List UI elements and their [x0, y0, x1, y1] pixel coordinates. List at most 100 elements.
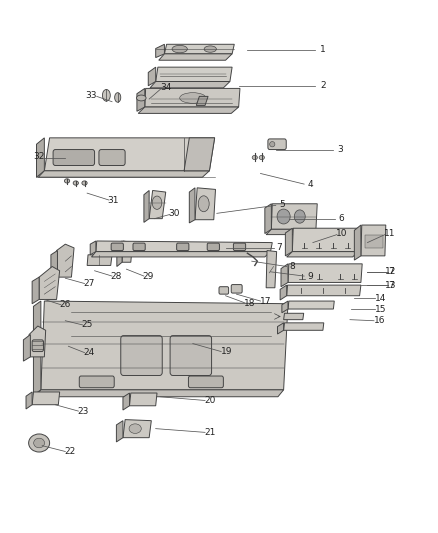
Text: 7: 7 — [388, 280, 394, 289]
Polygon shape — [287, 285, 361, 296]
Text: 14: 14 — [375, 294, 386, 303]
Text: 20: 20 — [205, 396, 216, 405]
Polygon shape — [123, 419, 151, 438]
FancyBboxPatch shape — [177, 243, 189, 251]
Polygon shape — [361, 225, 386, 256]
Text: 5: 5 — [279, 200, 285, 209]
Polygon shape — [51, 251, 57, 281]
Polygon shape — [282, 301, 288, 313]
Polygon shape — [266, 251, 277, 288]
Ellipse shape — [129, 424, 141, 433]
Polygon shape — [284, 323, 324, 330]
Text: 27: 27 — [83, 279, 95, 288]
Polygon shape — [286, 228, 292, 256]
Ellipse shape — [102, 90, 110, 101]
FancyBboxPatch shape — [219, 287, 229, 294]
Ellipse shape — [252, 156, 258, 160]
Polygon shape — [288, 301, 334, 309]
Polygon shape — [280, 285, 287, 300]
Ellipse shape — [60, 313, 70, 321]
Polygon shape — [148, 67, 155, 86]
Ellipse shape — [115, 93, 121, 102]
Text: 29: 29 — [143, 272, 154, 281]
Polygon shape — [122, 241, 133, 262]
Polygon shape — [150, 82, 230, 88]
Text: 22: 22 — [64, 447, 75, 456]
Polygon shape — [288, 264, 362, 282]
FancyBboxPatch shape — [231, 285, 242, 293]
Ellipse shape — [204, 46, 216, 52]
Text: 15: 15 — [375, 304, 386, 313]
Ellipse shape — [122, 246, 129, 255]
Text: 32: 32 — [33, 152, 45, 161]
FancyBboxPatch shape — [32, 340, 43, 352]
FancyBboxPatch shape — [53, 150, 95, 165]
Polygon shape — [35, 390, 284, 397]
FancyBboxPatch shape — [233, 243, 246, 251]
Ellipse shape — [152, 196, 162, 209]
FancyBboxPatch shape — [188, 376, 223, 387]
Text: 12: 12 — [385, 268, 397, 276]
Text: 28: 28 — [111, 272, 122, 280]
Ellipse shape — [64, 179, 70, 183]
Text: 34: 34 — [160, 83, 171, 92]
Text: 8: 8 — [290, 262, 295, 271]
Polygon shape — [189, 188, 195, 223]
Ellipse shape — [294, 210, 305, 223]
Polygon shape — [292, 228, 361, 252]
Text: 6: 6 — [339, 214, 344, 223]
Text: 18: 18 — [244, 298, 255, 308]
Polygon shape — [278, 323, 284, 334]
Ellipse shape — [82, 181, 87, 185]
Polygon shape — [117, 421, 123, 442]
Polygon shape — [155, 67, 232, 82]
Ellipse shape — [137, 95, 146, 101]
Text: 7: 7 — [388, 268, 394, 276]
FancyBboxPatch shape — [207, 243, 219, 251]
FancyBboxPatch shape — [121, 336, 162, 375]
Polygon shape — [90, 241, 96, 255]
Polygon shape — [164, 44, 234, 54]
FancyBboxPatch shape — [111, 243, 124, 251]
Polygon shape — [281, 264, 288, 287]
Polygon shape — [159, 54, 232, 60]
Polygon shape — [196, 96, 208, 106]
Polygon shape — [138, 107, 239, 114]
Text: 2: 2 — [320, 81, 326, 90]
Polygon shape — [123, 393, 130, 410]
Polygon shape — [23, 335, 30, 361]
Polygon shape — [26, 392, 32, 409]
Ellipse shape — [270, 142, 275, 147]
Polygon shape — [287, 252, 359, 257]
Polygon shape — [32, 277, 39, 304]
Ellipse shape — [198, 196, 209, 212]
Polygon shape — [44, 138, 215, 171]
Text: 24: 24 — [83, 348, 95, 357]
Text: 10: 10 — [336, 229, 348, 238]
Text: 7: 7 — [276, 243, 282, 252]
Polygon shape — [184, 138, 215, 171]
Polygon shape — [57, 244, 74, 277]
Text: 13: 13 — [385, 280, 397, 289]
Polygon shape — [41, 301, 288, 390]
Polygon shape — [137, 88, 145, 111]
Polygon shape — [39, 266, 60, 300]
Text: 9: 9 — [307, 272, 313, 280]
FancyBboxPatch shape — [79, 376, 114, 387]
Polygon shape — [87, 255, 112, 265]
Ellipse shape — [172, 45, 187, 53]
Ellipse shape — [28, 434, 49, 452]
FancyBboxPatch shape — [133, 243, 145, 251]
Polygon shape — [144, 190, 149, 222]
Text: 23: 23 — [77, 407, 88, 416]
Polygon shape — [284, 313, 304, 320]
Polygon shape — [265, 204, 272, 233]
Ellipse shape — [277, 209, 290, 224]
Polygon shape — [92, 252, 271, 257]
Text: 3: 3 — [338, 145, 343, 154]
Polygon shape — [272, 204, 317, 229]
FancyBboxPatch shape — [99, 150, 125, 165]
Polygon shape — [96, 241, 272, 252]
Text: 17: 17 — [261, 297, 272, 306]
Text: 21: 21 — [205, 428, 216, 437]
